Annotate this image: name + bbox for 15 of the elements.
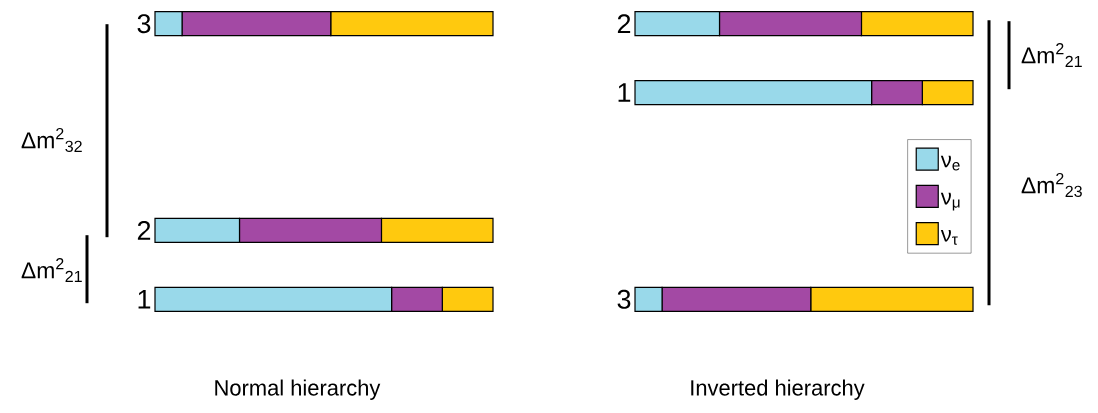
y-tick-label: 1 [138,290,151,309]
text: Δm$^{2}$21 [1021,43,1082,67]
y-tick-label: 3 [137,14,151,34]
text: Δm$^{2}$32 [21,127,82,153]
y-tick-label: 1 [618,83,631,102]
text: Δm$^{2}$21 [21,258,82,282]
y-tick-label: 2 [617,14,631,34]
x-axis-title: Normal hierarchy [215,379,381,400]
x-axis-title: Inverted hierarchy [691,379,865,400]
legend-label: ν$_{μ}$ [940,192,960,211]
y-tick-label: 3 [617,289,631,309]
text: Δm$^{2}$23 [1021,172,1082,198]
y-tick-label: 2 [137,221,151,240]
legend-label: ν$_{τ}$ [940,230,958,245]
legend-label: ν$_{e}$ [940,155,960,171]
